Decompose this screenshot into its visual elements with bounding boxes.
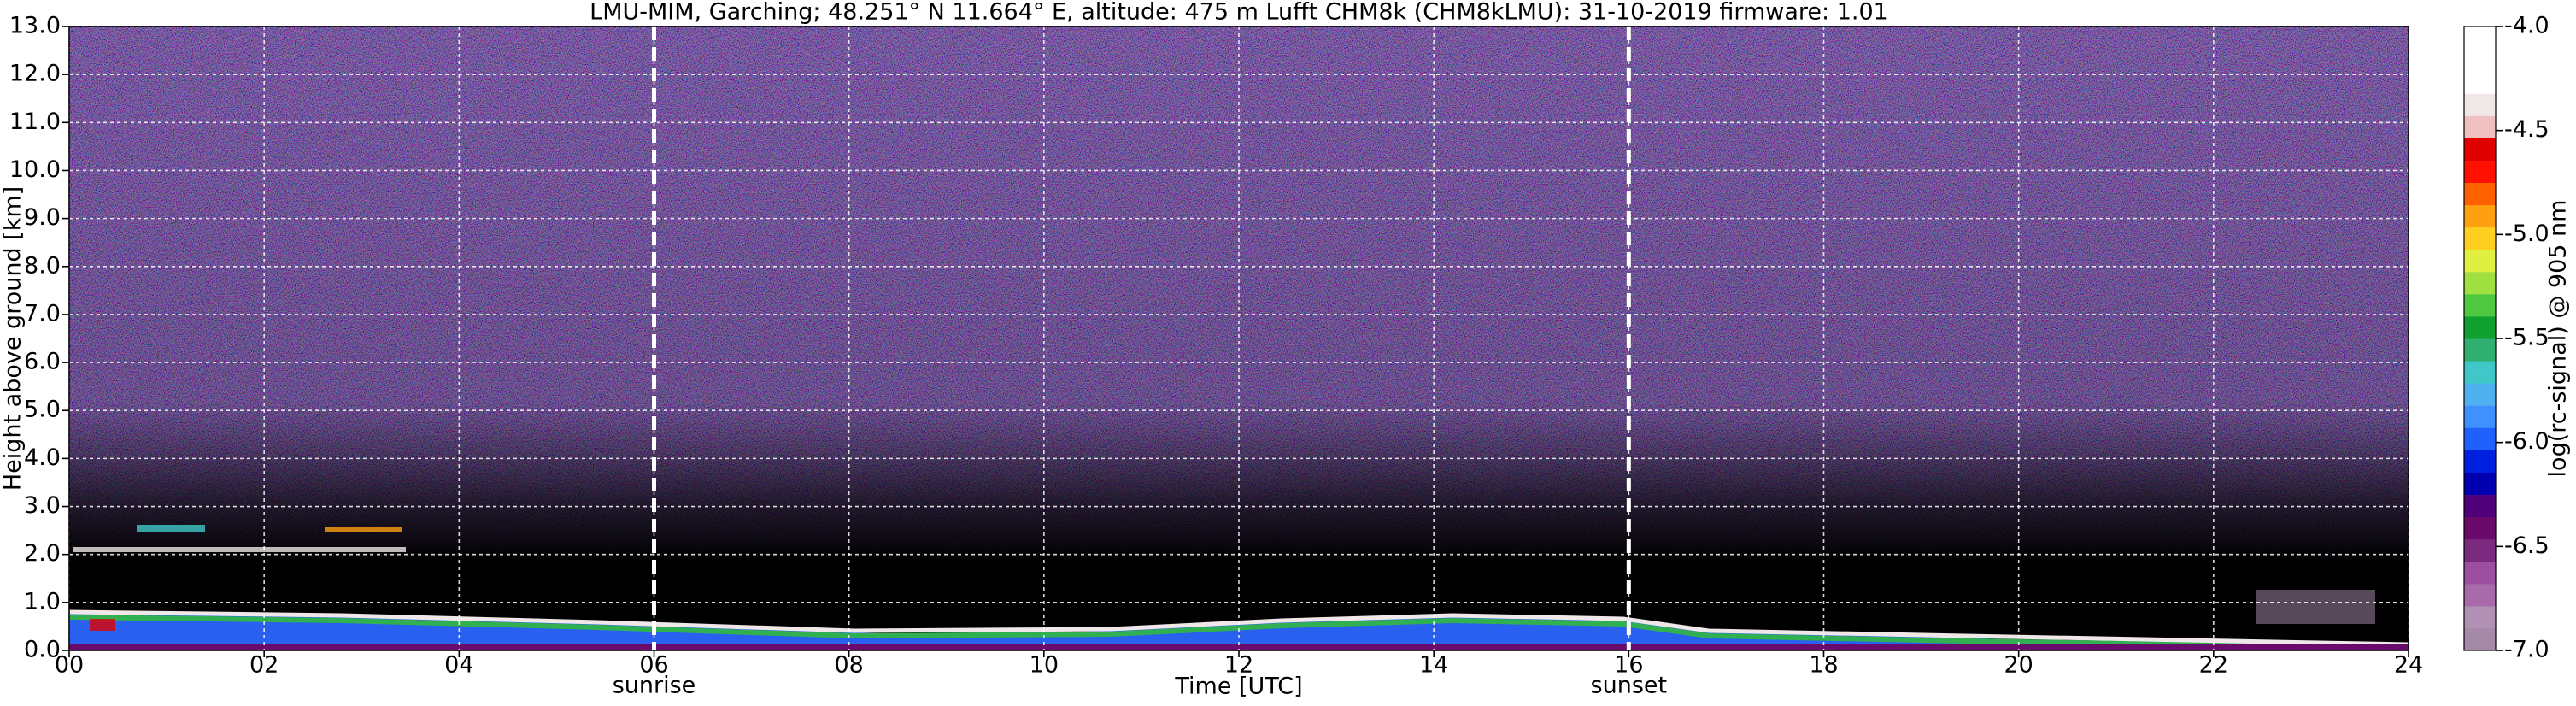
colorbar-band [2464,204,2496,228]
colorbar-band [2464,338,2496,362]
cloud-patch [90,619,115,631]
y-tick-label: 2.0 [24,540,61,567]
y-tick-label: 1.0 [24,588,61,615]
colorbar-band [2464,271,2496,295]
x-tick-label: 14 [1419,652,1448,679]
colorbar-tick-label: -4.5 [2504,116,2550,143]
colorbar-label: log(rc-signal) @ 905 nm [2545,200,2572,478]
colorbar-tick-label: -7.0 [2504,637,2550,663]
y-tick-label: 10.0 [9,156,61,183]
colorbar-band [2464,93,2496,116]
x-tick-label: 08 [834,652,863,679]
y-tick-label: 12.0 [9,61,61,87]
cloud-patch [73,547,406,552]
colorbar-band [2464,538,2496,562]
colorbar-band [2464,605,2496,629]
colorbar-tick-label: -5.0 [2504,221,2550,247]
y-tick-label: 9.0 [24,204,61,231]
boundary-layer [69,614,2409,650]
colorbar-tick-label: -6.5 [2504,532,2550,559]
y-tick-label: 7.0 [24,300,61,327]
colorbar-band [2464,71,2496,94]
x-tick-label: 06 [639,652,668,679]
colorbar-band [2464,383,2496,406]
boundary-layer-top [69,609,2409,647]
x-tick-label: 22 [2199,652,2228,679]
surface-layer [69,644,2409,650]
y-tick-label: 13.0 [9,13,61,39]
colorbar-band [2464,627,2496,651]
colorbar-band [2464,249,2496,273]
colorbar-band [2464,182,2496,206]
x-tick-label: 24 [2394,652,2423,679]
colorbar-tick-label: -4.0 [2504,13,2550,39]
colorbar-tick-label: -5.5 [2504,325,2550,351]
x-tick-label: 16 [1614,652,1643,679]
x-tick-label: 00 [55,652,84,679]
colorbar-band [2464,450,2496,473]
colorbar-band [2464,293,2496,317]
cloud-patch [325,527,402,532]
y-tick-label: 11.0 [9,109,61,135]
x-tick-label: 04 [444,652,473,679]
y-tick-label: 6.0 [24,349,61,375]
colorbar-band [2464,583,2496,607]
boundary-layer-edge [69,615,2409,650]
colorbar-band [2464,427,2496,450]
y-axis-label: Height above ground [km] [0,186,26,491]
y-tick-label: 8.0 [24,252,61,279]
y-tick-label: 4.0 [24,444,61,471]
cloud-patch [137,525,205,532]
colorbar-band [2464,472,2496,495]
colorbar-band [2464,115,2496,138]
x-tick-label: 12 [1224,652,1253,679]
colorbar-band [2464,494,2496,518]
colorbar-band [2464,26,2496,50]
x-tick-label: 10 [1030,652,1059,679]
colorbar-band [2464,405,2496,428]
annotation-label: sunrise [613,673,696,699]
annotation-label: sunset [1591,673,1668,699]
colorbar-band [2464,516,2496,540]
colorbar-band [2464,138,2496,161]
colorbar-band [2464,361,2496,384]
aerosol-patch [2256,590,2375,624]
x-tick-label: 02 [249,652,279,679]
colorbar-band [2464,227,2496,250]
noise-tint [69,26,2409,650]
colorbar-band [2464,49,2496,72]
colorbar-band [2464,561,2496,585]
colorbar-tick-label: -6.0 [2504,428,2550,455]
colorbar-band [2464,315,2496,339]
colorbar-band [2464,160,2496,183]
y-tick-label: 5.0 [24,397,61,423]
chart-title: LMU-MIM, Garching; 48.251° N 11.664° E, … [590,0,1888,26]
signal-image [69,26,2409,650]
x-tick-label: 20 [2004,652,2033,679]
x-axis-label: Time [UTC] [1174,674,1302,700]
x-tick-label: 18 [1809,652,1838,679]
y-tick-label: 0.0 [24,637,61,663]
y-tick-label: 3.0 [24,492,61,519]
